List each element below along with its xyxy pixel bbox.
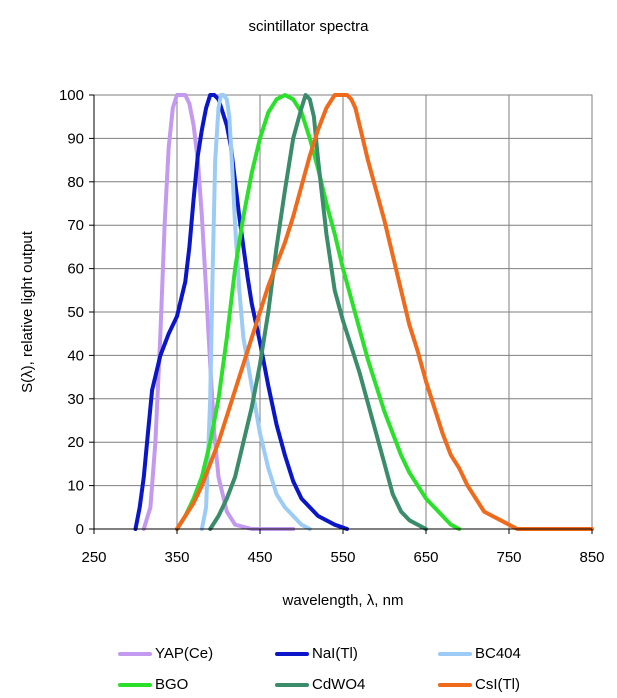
legend-swatch xyxy=(118,651,152,656)
y-tick-label: 10 xyxy=(67,478,84,495)
y-tick-label: 70 xyxy=(67,217,84,234)
y-tick-label: 100 xyxy=(59,87,84,104)
series-line-cdwo4 xyxy=(208,93,428,531)
legend-label: BGO xyxy=(155,676,189,693)
x-tick-label: 250 xyxy=(81,549,106,566)
y-tick-label: 60 xyxy=(67,261,84,278)
tick-layer: 0 10 20 30 40 50 60 70 80 90 100 250 350 450 550 650 750… xyxy=(59,87,605,566)
y-tick-label: 0 xyxy=(76,521,84,538)
x-tick-label: 450 xyxy=(247,549,272,566)
y-tick-label: 40 xyxy=(67,347,84,364)
y-tick-label: 50 xyxy=(67,304,84,321)
legend-swatch xyxy=(275,651,309,656)
x-tick-label: 350 xyxy=(164,549,189,566)
x-tick-label: 650 xyxy=(413,549,438,566)
legend-label: CdWO4 xyxy=(312,676,366,693)
y-tick-label: 80 xyxy=(67,174,84,191)
legend-label: CsI(Tl) xyxy=(475,676,520,693)
legend-item: CdWO4 xyxy=(275,676,365,693)
y-axis-label: S(λ), relative light output xyxy=(19,230,36,393)
legend-swatch xyxy=(275,682,309,687)
y-tick-label: 90 xyxy=(67,130,84,147)
legend-swatch xyxy=(438,651,472,656)
legend-swatch xyxy=(118,682,152,687)
x-axis-label: wavelength, λ, nm xyxy=(282,592,404,609)
legend-item: YAP(Ce) xyxy=(118,645,213,662)
series-layer xyxy=(133,93,594,531)
x-tick-label: 550 xyxy=(330,549,355,566)
legend-item: NaI(Tl) xyxy=(275,645,358,662)
legend-label: BC404 xyxy=(475,645,521,662)
legend-item: CsI(Tl) xyxy=(438,676,520,693)
legend-swatch xyxy=(438,682,472,687)
legend-label: NaI(Tl) xyxy=(312,645,358,662)
series-line-csi-tl xyxy=(175,93,594,531)
legend-label: YAP(Ce) xyxy=(155,645,214,662)
legend-item: BGO xyxy=(118,676,188,693)
y-tick-label: 30 xyxy=(67,391,84,408)
series-line-bc404 xyxy=(199,93,312,531)
series-line-yap-ce xyxy=(141,93,296,531)
y-tick-label: 20 xyxy=(67,434,84,451)
chart-title: scintillator spectra xyxy=(248,18,369,35)
legend-item: BC404 xyxy=(438,645,521,662)
x-tick-label: 850 xyxy=(579,549,604,566)
x-tick-label: 750 xyxy=(496,549,521,566)
